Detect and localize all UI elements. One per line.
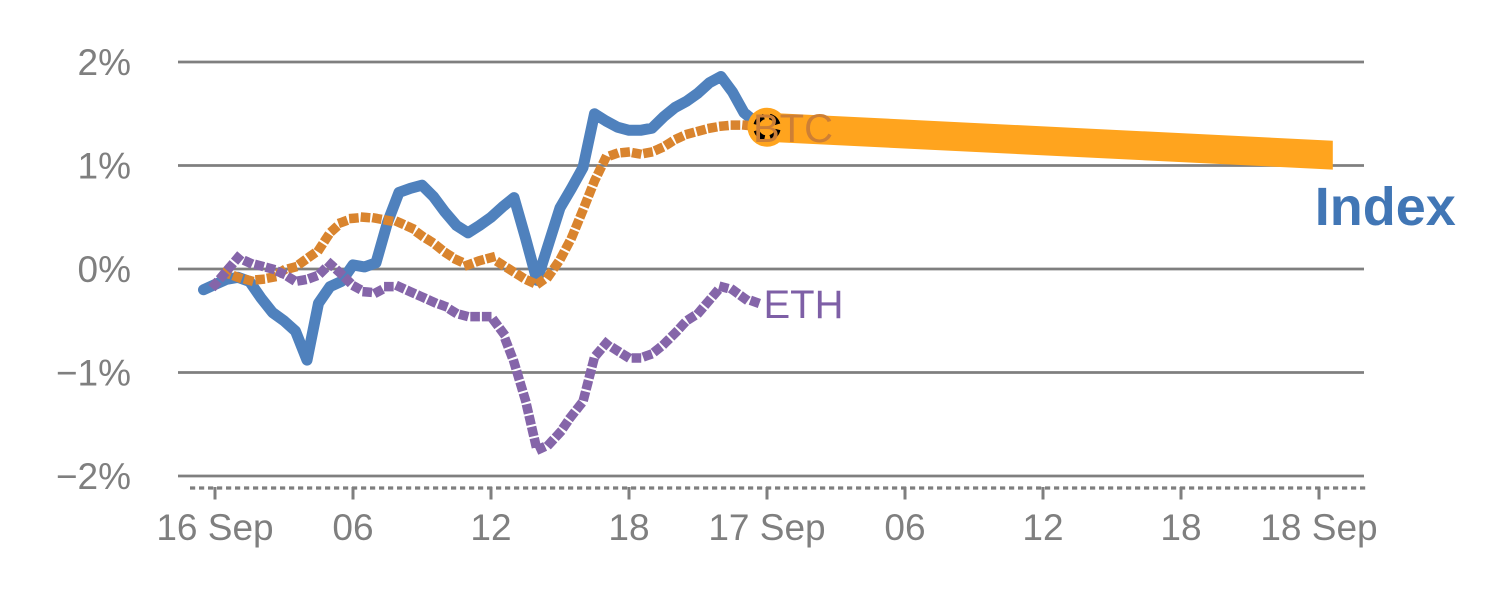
- x-tick-label-4: 17 Sep: [708, 507, 825, 548]
- x-tick-label-7: 18: [1160, 507, 1201, 548]
- y-tick-label-0: 2%: [78, 42, 131, 83]
- y-tick-label-2: 0%: [78, 249, 131, 290]
- index-line: [198, 71, 773, 366]
- index-series-label: Index: [1315, 177, 1456, 237]
- btc-series-label: BTC: [753, 107, 833, 151]
- projection-band: [767, 112, 1333, 170]
- x-tick-label-6: 12: [1022, 507, 1063, 548]
- x-tick-label-8: 18 Sep: [1260, 507, 1377, 548]
- current-point-ring-icon: [753, 113, 781, 141]
- eth-line: [208, 252, 762, 455]
- btc-line: [220, 120, 773, 290]
- x-tick-label-2: 12: [470, 507, 511, 548]
- eth-series-label: ETH: [764, 283, 844, 327]
- y-tick-label-1: 1%: [78, 146, 131, 187]
- y-tick-label-3: −1%: [56, 353, 131, 394]
- x-tick-label-0: 16 Sep: [156, 507, 273, 548]
- x-tick-label-3: 18: [608, 507, 649, 548]
- y-tick-label-4: −2%: [56, 456, 131, 497]
- x-tick-label-5: 06: [884, 507, 925, 548]
- x-tick-label-1: 06: [332, 507, 373, 548]
